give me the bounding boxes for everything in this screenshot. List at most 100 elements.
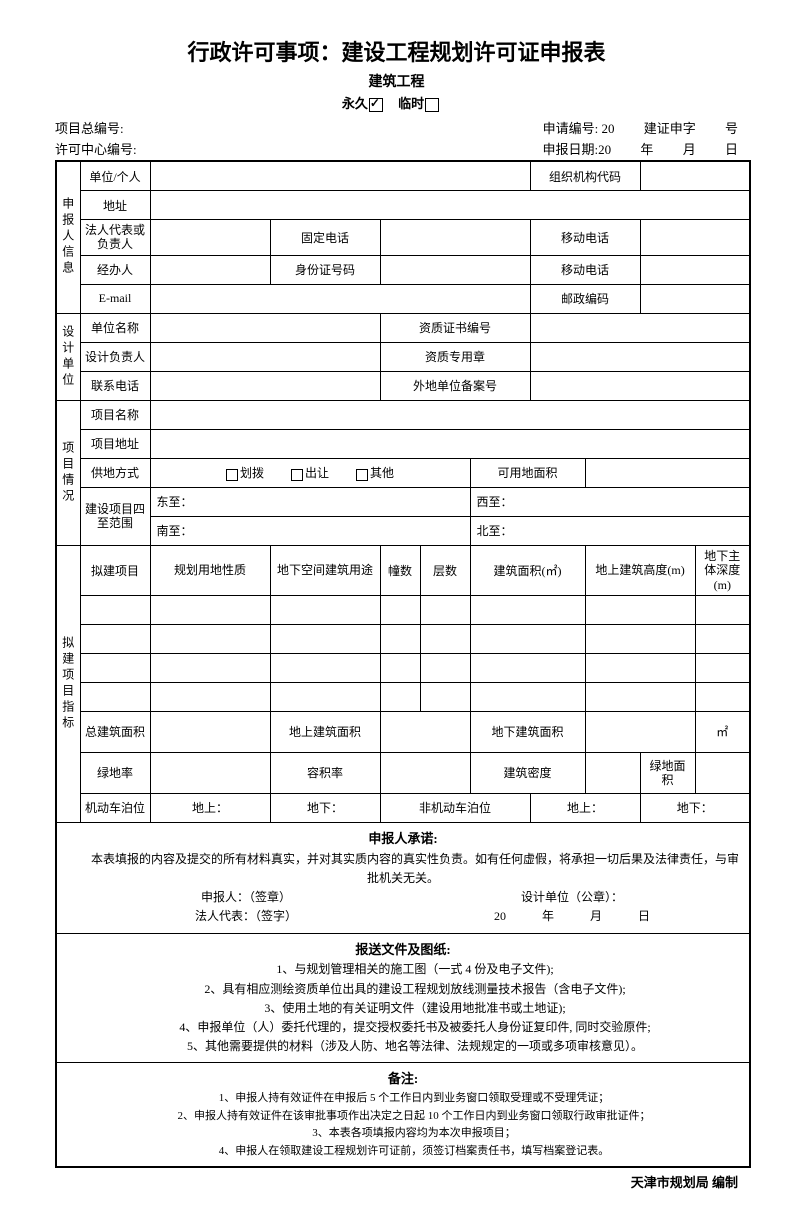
proj-addr-label: 项目地址 bbox=[80, 429, 150, 458]
mobile-value[interactable] bbox=[640, 220, 750, 256]
total-area-label: 总建筑面积 bbox=[80, 711, 150, 752]
mobile2-value[interactable] bbox=[640, 255, 750, 284]
proposed-label: 拟建项目 bbox=[80, 545, 150, 595]
under-area-label: 地下建筑面积 bbox=[470, 711, 585, 752]
handler-value[interactable] bbox=[150, 255, 270, 284]
allot-checkbox[interactable] bbox=[226, 469, 238, 481]
above-height-label: 地上建筑高度(m) bbox=[585, 545, 695, 595]
usable-area-label: 可用地面积 bbox=[470, 458, 585, 487]
qual-cert-value[interactable] bbox=[530, 313, 750, 342]
under-area-value[interactable] bbox=[585, 711, 695, 752]
above-area-value[interactable] bbox=[380, 711, 470, 752]
nonlocal-value[interactable] bbox=[530, 371, 750, 400]
doc-item: 2、具有相应测绘资质单位出具的建设工程规划放线测量技术报告（含电子文件); bbox=[65, 980, 741, 999]
unit-person-label: 单位/个人 bbox=[80, 161, 150, 191]
qual-seal-value[interactable] bbox=[530, 342, 750, 371]
doc-item: 5、其他需要提供的材料（涉及人防、地名等法律、法规规定的一项或多项审核意见）。 bbox=[65, 1037, 741, 1056]
transfer-checkbox[interactable] bbox=[291, 469, 303, 481]
design-seal: 设计单位（公章）： bbox=[403, 888, 741, 907]
section-applicant: 申报人信息 bbox=[56, 161, 80, 313]
density-label: 建筑密度 bbox=[470, 752, 585, 793]
west-label[interactable]: 西至： bbox=[470, 487, 750, 516]
scope-label: 建设项目四至范围 bbox=[80, 487, 150, 545]
contact-phone-value[interactable] bbox=[150, 371, 380, 400]
r1c1[interactable] bbox=[80, 595, 150, 624]
id-no-label: 身份证号码 bbox=[270, 255, 380, 284]
nonmotor-label: 非机动车泊位 bbox=[380, 793, 530, 822]
promise-text: 本表填报的内容及提交的所有材料真实，并对其实质内容的真实性负责。如有任何虚假，将… bbox=[65, 850, 741, 888]
nonmotor-above[interactable]: 地上： bbox=[530, 793, 640, 822]
apply-no-prefix: 20 bbox=[601, 121, 614, 136]
fixed-phone-value[interactable] bbox=[380, 220, 530, 256]
motor-above[interactable]: 地上： bbox=[150, 793, 270, 822]
plan-land-label: 规划用地性质 bbox=[150, 545, 270, 595]
note-item: 1、申报人持有效证件在申报后 5 个工作日内到业务窗口领取受理或不受理凭证； bbox=[65, 1090, 741, 1108]
handler-label: 经办人 bbox=[80, 255, 150, 284]
permanent-checkbox[interactable] bbox=[369, 98, 383, 112]
far-value[interactable] bbox=[380, 752, 470, 793]
north-label[interactable]: 北至： bbox=[470, 516, 750, 545]
other-checkbox[interactable] bbox=[356, 469, 368, 481]
proj-name-value[interactable] bbox=[150, 400, 750, 429]
floors-label: 层数 bbox=[420, 545, 470, 595]
org-code-value[interactable] bbox=[640, 161, 750, 191]
green-area-label: 绿地面积 bbox=[640, 752, 695, 793]
note-item: 3、本表各项填报内容均为本次申报项目； bbox=[65, 1125, 741, 1143]
unit-person-value[interactable] bbox=[150, 161, 530, 191]
applicant-sig: 申报人：（签章） bbox=[65, 888, 403, 907]
proj-addr-value[interactable] bbox=[150, 429, 750, 458]
permanent-label: 永久 bbox=[342, 96, 368, 111]
motor-below[interactable]: 地下： bbox=[270, 793, 380, 822]
notes-section: 备注: 1、申报人持有效证件在申报后 5 个工作日内到业务窗口领取受理或不受理凭… bbox=[56, 1063, 750, 1168]
form-table: 申报人信息 单位/个人 组织机构代码 地址 法人代表或负责人 固定电话 移动电话… bbox=[55, 160, 751, 1168]
temporary-checkbox[interactable] bbox=[425, 98, 439, 112]
mobile2-label: 移动电话 bbox=[530, 255, 640, 284]
legal-rep-value[interactable] bbox=[150, 220, 270, 256]
east-label[interactable]: 东至： bbox=[150, 487, 470, 516]
apply-date-label: 申报日期:20 bbox=[543, 142, 612, 157]
address-value[interactable] bbox=[150, 191, 750, 220]
qual-seal-label: 资质专用章 bbox=[380, 342, 530, 371]
address-label: 地址 bbox=[80, 191, 150, 220]
total-area-value[interactable] bbox=[150, 711, 270, 752]
month: 月 bbox=[683, 142, 696, 157]
south-label[interactable]: 南至： bbox=[150, 516, 470, 545]
apply-no-mid: 建证申字 bbox=[644, 121, 696, 136]
contact-phone-label: 联系电话 bbox=[80, 371, 150, 400]
doc-item: 3、使用土地的有关证明文件（建设用地批准书或土地证); bbox=[65, 999, 741, 1018]
temporary-label: 临时 bbox=[398, 96, 424, 111]
section-project: 项目情况 bbox=[56, 400, 80, 545]
main-title: 行政许可事项：建设工程规划许可证申报表 bbox=[55, 35, 738, 67]
meta-row-2: 许可中心编号: 申报日期:20 年 月 日 bbox=[55, 139, 738, 158]
note-item: 4、申报人在领取建设工程规划许可证前，须签订档案责任书，填写档案登记表。 bbox=[65, 1143, 741, 1161]
postal-value[interactable] bbox=[640, 284, 750, 313]
doc-item: 4、申报单位（人）委托代理的，提交授权委托书及被委托人身份证复印件, 同时交验原… bbox=[65, 1018, 741, 1037]
year: 年 bbox=[640, 142, 653, 157]
nonlocal-label: 外地单位备案号 bbox=[380, 371, 530, 400]
id-no-value[interactable] bbox=[380, 255, 530, 284]
promise-date: 20 年 月 日 bbox=[403, 907, 741, 926]
email-value[interactable] bbox=[150, 284, 530, 313]
section-indicators: 拟建项目指标 bbox=[56, 545, 80, 822]
proj-name-label: 项目名称 bbox=[80, 400, 150, 429]
underground-use-label: 地下空间建筑用途 bbox=[270, 545, 380, 595]
meta-row-1: 项目总编号: 申请编号: 20 建证申字 号 bbox=[55, 118, 738, 137]
docs-head: 报送文件及图纸: bbox=[65, 940, 741, 961]
subtitle: 建筑工程 bbox=[55, 71, 738, 91]
green-area-value[interactable] bbox=[695, 752, 750, 793]
section-design: 设计单位 bbox=[56, 313, 80, 400]
nonmotor-below[interactable]: 地下： bbox=[640, 793, 750, 822]
green-rate-value[interactable] bbox=[150, 752, 270, 793]
unit-name-value[interactable] bbox=[150, 313, 380, 342]
motor-label: 机动车泊位 bbox=[80, 793, 150, 822]
design-lead-value[interactable] bbox=[150, 342, 380, 371]
apply-no-suffix: 号 bbox=[725, 121, 738, 136]
docs-section: 报送文件及图纸: 1、与规划管理相关的施工图（一式 4 份及电子文件); 2、具… bbox=[56, 933, 750, 1063]
density-value[interactable] bbox=[585, 752, 640, 793]
design-lead-label: 设计负责人 bbox=[80, 342, 150, 371]
type-selector: 永久 临时 bbox=[55, 93, 738, 112]
promise-head: 申报人承诺: bbox=[65, 829, 741, 850]
land-method-label: 供地方式 bbox=[80, 458, 150, 487]
usable-area-value[interactable] bbox=[585, 458, 750, 487]
project-no-label: 项目总编号: bbox=[55, 121, 124, 136]
